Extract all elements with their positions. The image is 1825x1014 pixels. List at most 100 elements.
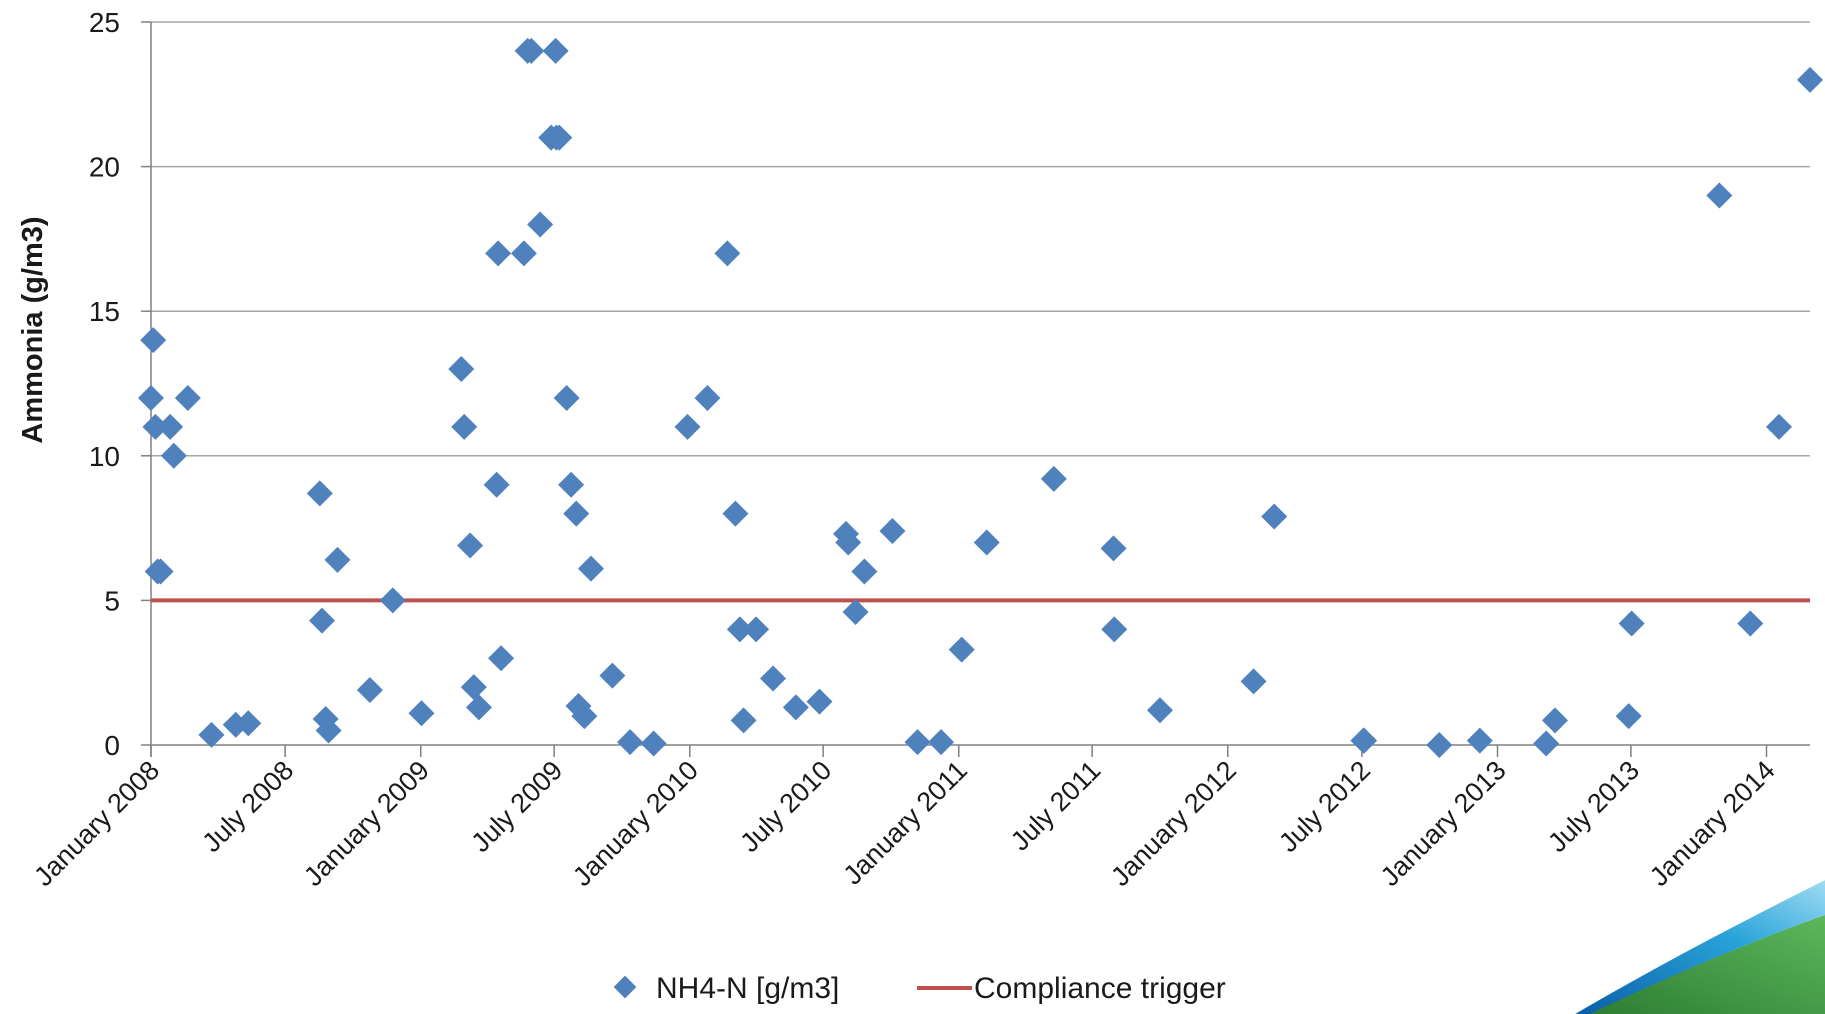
- data-point-55: [835, 529, 862, 556]
- data-point-33: [546, 124, 573, 151]
- y-tick-label-5: 5: [104, 585, 120, 616]
- data-point-46: [714, 240, 741, 267]
- data-point-35: [553, 384, 580, 411]
- x-tick-label-9: July 2012: [1273, 755, 1376, 858]
- decorative-swoosh: [1560, 862, 1825, 1014]
- data-point-45: [694, 384, 721, 411]
- data-point-78: [1737, 610, 1764, 637]
- x-tick-label-4: January 2010: [567, 755, 704, 892]
- data-point-11: [306, 480, 333, 507]
- data-point-72: [1466, 727, 1493, 754]
- data-point-73: [1533, 730, 1560, 757]
- data-point-16: [356, 677, 383, 704]
- data-point-29: [518, 37, 545, 64]
- data-point-63: [1040, 465, 1067, 492]
- data-point-58: [879, 517, 906, 544]
- data-point-59: [904, 729, 931, 756]
- data-point-24: [483, 471, 510, 498]
- data-point-37: [563, 500, 590, 527]
- x-tick-label-7: July 2011: [1005, 755, 1107, 857]
- horizontal-gridlines: [151, 21, 1810, 602]
- x-tick-label-10: January 2013: [1375, 755, 1512, 892]
- x-tick-label-3: July 2009: [465, 755, 568, 858]
- data-point-2: [142, 413, 169, 440]
- y-axis-tick-labels: 0 5 10 15 20 25: [89, 7, 120, 761]
- x-tick-label-2: January 2009: [298, 755, 435, 892]
- data-point-66: [1146, 697, 1173, 724]
- data-point-42: [617, 729, 644, 756]
- data-point-0: [138, 384, 164, 411]
- data-point-8: [198, 721, 225, 748]
- data-point-71: [1426, 732, 1453, 758]
- data-point-67: [1240, 668, 1267, 695]
- data-point-40: [577, 555, 604, 582]
- data-point-49: [730, 707, 757, 734]
- legend-label-compliance-trigger: Compliance trigger: [974, 972, 1226, 1005]
- data-point-43: [640, 730, 667, 757]
- data-point-56: [842, 598, 869, 625]
- y-tick-label-15: 15: [89, 296, 120, 327]
- data-point-76: [1618, 610, 1645, 637]
- data-point-30: [527, 211, 554, 238]
- data-point-1: [140, 327, 167, 354]
- y-tick-label-20: 20: [89, 152, 120, 183]
- data-point-64: [1100, 535, 1127, 562]
- data-point-12: [308, 607, 335, 634]
- data-point-51: [760, 665, 787, 692]
- x-tick-label-11: July 2013: [1542, 755, 1645, 858]
- x-tick-label-5: July 2010: [734, 755, 837, 858]
- data-point-65: [1101, 616, 1128, 643]
- nh4-n-series: [138, 37, 1823, 758]
- data-point-70: [1351, 727, 1378, 754]
- data-point-4: [147, 558, 174, 585]
- data-point-62: [973, 529, 1000, 556]
- data-point-19: [448, 356, 475, 383]
- data-point-10: [235, 710, 262, 737]
- data-point-39: [571, 703, 598, 730]
- data-point-52: [782, 694, 809, 721]
- data-point-27: [510, 240, 537, 267]
- y-tick-label-10: 10: [89, 441, 120, 472]
- data-point-15: [324, 546, 351, 573]
- data-point-18: [408, 700, 435, 727]
- data-point-41: [599, 662, 626, 689]
- x-tick-label-12: January 2014: [1644, 755, 1781, 892]
- data-point-36: [558, 471, 585, 498]
- data-point-60: [928, 729, 955, 756]
- legend-marker-nh4-n: [613, 975, 637, 999]
- x-tick-label-6: January 2011: [838, 755, 973, 890]
- data-point-6: [160, 442, 187, 469]
- x-tick-label-8: January 2012: [1105, 755, 1242, 892]
- data-point-7: [174, 384, 201, 411]
- data-point-77: [1706, 182, 1733, 209]
- y-tick-label-0: 0: [104, 730, 120, 761]
- data-point-20: [451, 413, 478, 440]
- y-axis-title: Ammonia (g/m3): [17, 216, 49, 443]
- data-point-80: [1797, 66, 1823, 93]
- data-point-34: [542, 37, 569, 64]
- x-tick-label-1: July 2008: [196, 755, 299, 858]
- x-tick-label-0: January 2008: [28, 755, 165, 892]
- data-point-14: [315, 717, 342, 744]
- chart-axes: [141, 21, 1810, 757]
- data-point-25: [485, 240, 512, 267]
- legend-label-nh4-n: NH4-N [g/m3]: [656, 972, 839, 1005]
- data-point-75: [1615, 703, 1642, 730]
- data-point-79: [1766, 413, 1793, 440]
- data-point-23: [465, 694, 492, 721]
- data-point-57: [851, 558, 878, 585]
- data-point-53: [806, 688, 833, 715]
- data-point-22: [460, 674, 487, 701]
- data-point-21: [457, 532, 484, 559]
- data-point-26: [488, 645, 515, 672]
- y-tick-label-25: 25: [89, 7, 120, 38]
- data-point-61: [948, 636, 975, 663]
- data-point-44: [674, 413, 701, 440]
- data-point-68: [1261, 503, 1288, 530]
- data-point-17: [379, 587, 406, 614]
- data-point-5: [157, 413, 184, 440]
- chart-legend: NH4-N [g/m3] Compliance trigger: [613, 972, 1226, 1005]
- data-point-74: [1541, 707, 1568, 734]
